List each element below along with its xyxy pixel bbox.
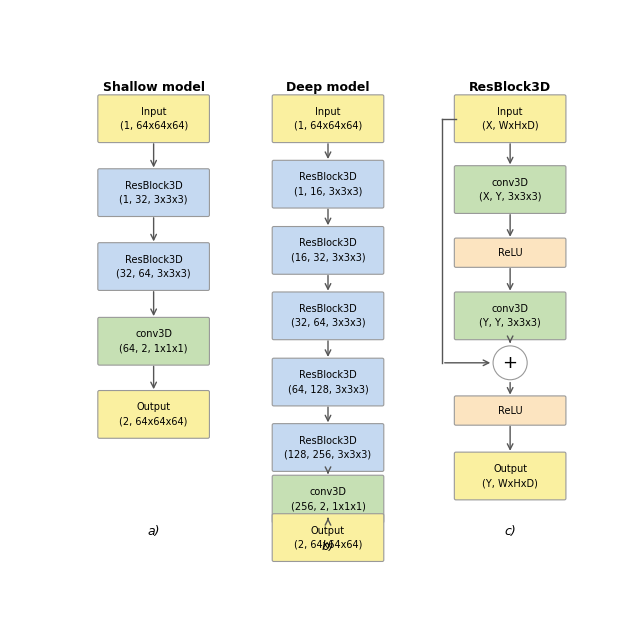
- Text: ResBlock3D
(1, 32, 3x3x3): ResBlock3D (1, 32, 3x3x3): [120, 181, 188, 205]
- FancyBboxPatch shape: [272, 95, 384, 142]
- Text: Output
(Y, WxHxD): Output (Y, WxHxD): [482, 464, 538, 488]
- FancyBboxPatch shape: [98, 318, 209, 365]
- Text: conv3D
(Y, Y, 3x3x3): conv3D (Y, Y, 3x3x3): [479, 304, 541, 328]
- FancyBboxPatch shape: [98, 243, 209, 290]
- FancyBboxPatch shape: [454, 292, 566, 340]
- FancyBboxPatch shape: [272, 292, 384, 340]
- Text: ResBlock3D
(16, 32, 3x3x3): ResBlock3D (16, 32, 3x3x3): [291, 238, 365, 262]
- FancyBboxPatch shape: [454, 452, 566, 500]
- Text: Deep model: Deep model: [286, 81, 370, 94]
- Text: Output
(2, 64x64x64): Output (2, 64x64x64): [294, 525, 362, 549]
- Text: ResBlock3D
(32, 64, 3x3x3): ResBlock3D (32, 64, 3x3x3): [291, 304, 365, 328]
- Text: conv3D
(64, 2, 1x1x1): conv3D (64, 2, 1x1x1): [120, 329, 188, 353]
- Text: ReLU: ReLU: [498, 406, 522, 416]
- Text: Input
(1, 64x64x64): Input (1, 64x64x64): [294, 106, 362, 130]
- FancyBboxPatch shape: [454, 166, 566, 214]
- FancyBboxPatch shape: [272, 358, 384, 406]
- FancyBboxPatch shape: [272, 423, 384, 471]
- FancyBboxPatch shape: [272, 513, 384, 561]
- Text: a): a): [147, 525, 160, 538]
- Text: Output
(2, 64x64x64): Output (2, 64x64x64): [120, 403, 188, 427]
- Text: Input
(X, WxHxD): Input (X, WxHxD): [482, 106, 538, 130]
- Text: Input
(1, 64x64x64): Input (1, 64x64x64): [120, 106, 188, 130]
- Text: b): b): [322, 541, 334, 553]
- FancyBboxPatch shape: [98, 169, 209, 217]
- Text: ResBlock3D: ResBlock3D: [469, 81, 551, 94]
- FancyBboxPatch shape: [454, 95, 566, 142]
- Text: ResBlock3D
(1, 16, 3x3x3): ResBlock3D (1, 16, 3x3x3): [294, 172, 362, 196]
- FancyBboxPatch shape: [272, 160, 384, 208]
- Text: +: +: [502, 354, 518, 372]
- FancyBboxPatch shape: [272, 475, 384, 523]
- Ellipse shape: [493, 346, 527, 380]
- FancyBboxPatch shape: [454, 238, 566, 267]
- Text: ReLU: ReLU: [498, 248, 522, 258]
- Text: conv3D
(256, 2, 1x1x1): conv3D (256, 2, 1x1x1): [291, 487, 365, 511]
- Text: conv3D
(X, Y, 3x3x3): conv3D (X, Y, 3x3x3): [479, 178, 541, 202]
- Text: c): c): [504, 525, 516, 538]
- FancyBboxPatch shape: [272, 227, 384, 274]
- FancyBboxPatch shape: [98, 391, 209, 438]
- FancyBboxPatch shape: [98, 95, 209, 142]
- Text: Shallow model: Shallow model: [102, 81, 205, 94]
- Text: ResBlock3D
(32, 64, 3x3x3): ResBlock3D (32, 64, 3x3x3): [116, 255, 191, 278]
- Text: ResBlock3D
(64, 128, 3x3x3): ResBlock3D (64, 128, 3x3x3): [287, 370, 369, 394]
- Text: ResBlock3D
(128, 256, 3x3x3): ResBlock3D (128, 256, 3x3x3): [284, 435, 372, 459]
- FancyBboxPatch shape: [454, 396, 566, 425]
